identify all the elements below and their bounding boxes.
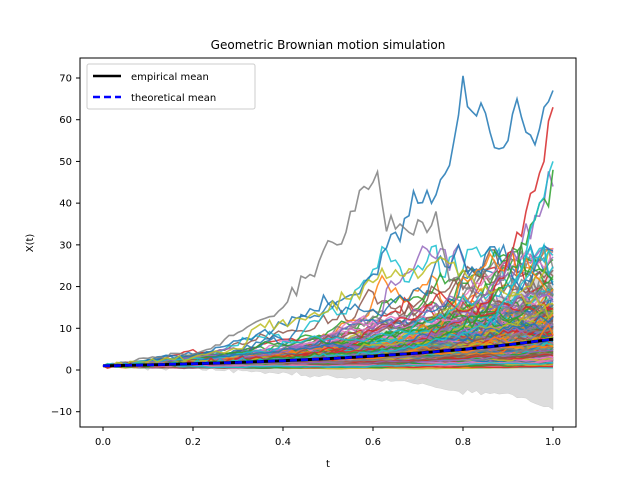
simulated-path bbox=[102, 361, 554, 369]
y-tick-label: 20 bbox=[59, 282, 72, 293]
legend-box bbox=[86, 63, 256, 110]
theoretical-mean-line bbox=[102, 337, 554, 368]
plot-area bbox=[102, 75, 554, 411]
x-tick-label: 1.0 bbox=[545, 437, 561, 448]
chart-title: Geometric Brownian motion simulation bbox=[211, 38, 446, 52]
y-tick-label: 30 bbox=[59, 240, 72, 251]
simulated-path bbox=[102, 245, 554, 367]
x-axis-label: t bbox=[326, 459, 330, 470]
y-tick-label: 50 bbox=[59, 157, 72, 168]
y-tick-label: −10 bbox=[51, 407, 72, 418]
legend: empirical mean theoretical mean bbox=[86, 63, 256, 110]
y-tick-label: 0 bbox=[66, 366, 72, 377]
legend-empirical-mean-label: empirical mean bbox=[131, 72, 209, 83]
x-tick-label: 0.6 bbox=[365, 437, 381, 448]
x-tick-label: 0.2 bbox=[185, 437, 201, 448]
legend-theoretical-mean-label: theoretical mean bbox=[131, 93, 216, 104]
simulated-path bbox=[102, 352, 554, 369]
y-axis: −10 0 10 20 30 40 50 60 70 bbox=[51, 74, 80, 418]
x-axis: 0.0 0.2 0.4 0.6 0.8 1.0 bbox=[95, 427, 561, 448]
y-tick-label: 40 bbox=[59, 199, 72, 210]
highlight-path bbox=[102, 168, 554, 368]
x-tick-label: 0.4 bbox=[275, 437, 291, 448]
axes-frame bbox=[79, 57, 577, 428]
y-axis-label: X(t) bbox=[25, 234, 36, 253]
highlight-path bbox=[102, 256, 554, 369]
y-tick-label: 10 bbox=[59, 324, 72, 335]
simulated-paths bbox=[102, 242, 554, 370]
y-tick-label: 70 bbox=[59, 74, 72, 85]
x-tick-label: 0.0 bbox=[95, 437, 111, 448]
y-tick-label: 60 bbox=[59, 115, 72, 126]
x-tick-label: 0.8 bbox=[455, 437, 471, 448]
